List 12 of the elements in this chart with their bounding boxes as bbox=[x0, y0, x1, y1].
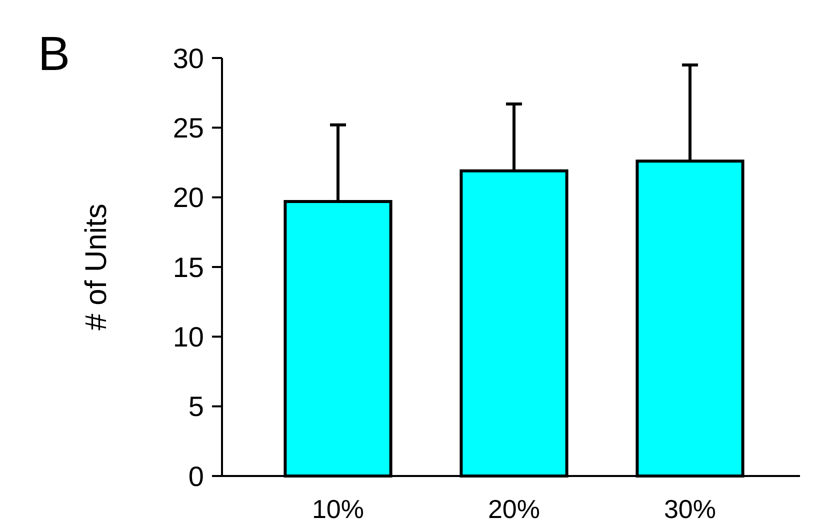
y-tick-label: 15 bbox=[172, 252, 204, 283]
x-tick-label: 20% bbox=[488, 494, 540, 524]
y-tick-label: 20 bbox=[172, 182, 204, 214]
x-tick-label: 10% bbox=[312, 494, 364, 524]
y-tick-label: 30 bbox=[172, 42, 204, 74]
y-tick-label: 5 bbox=[188, 391, 204, 422]
x-tick-label: 30% bbox=[664, 494, 716, 524]
y-tick-label: 0 bbox=[188, 460, 204, 492]
y-tick-label: 10 bbox=[172, 321, 204, 352]
y-axis-title: # of Units bbox=[80, 204, 113, 330]
y-tick-label: 25 bbox=[172, 112, 204, 144]
text: B bbox=[38, 28, 70, 81]
